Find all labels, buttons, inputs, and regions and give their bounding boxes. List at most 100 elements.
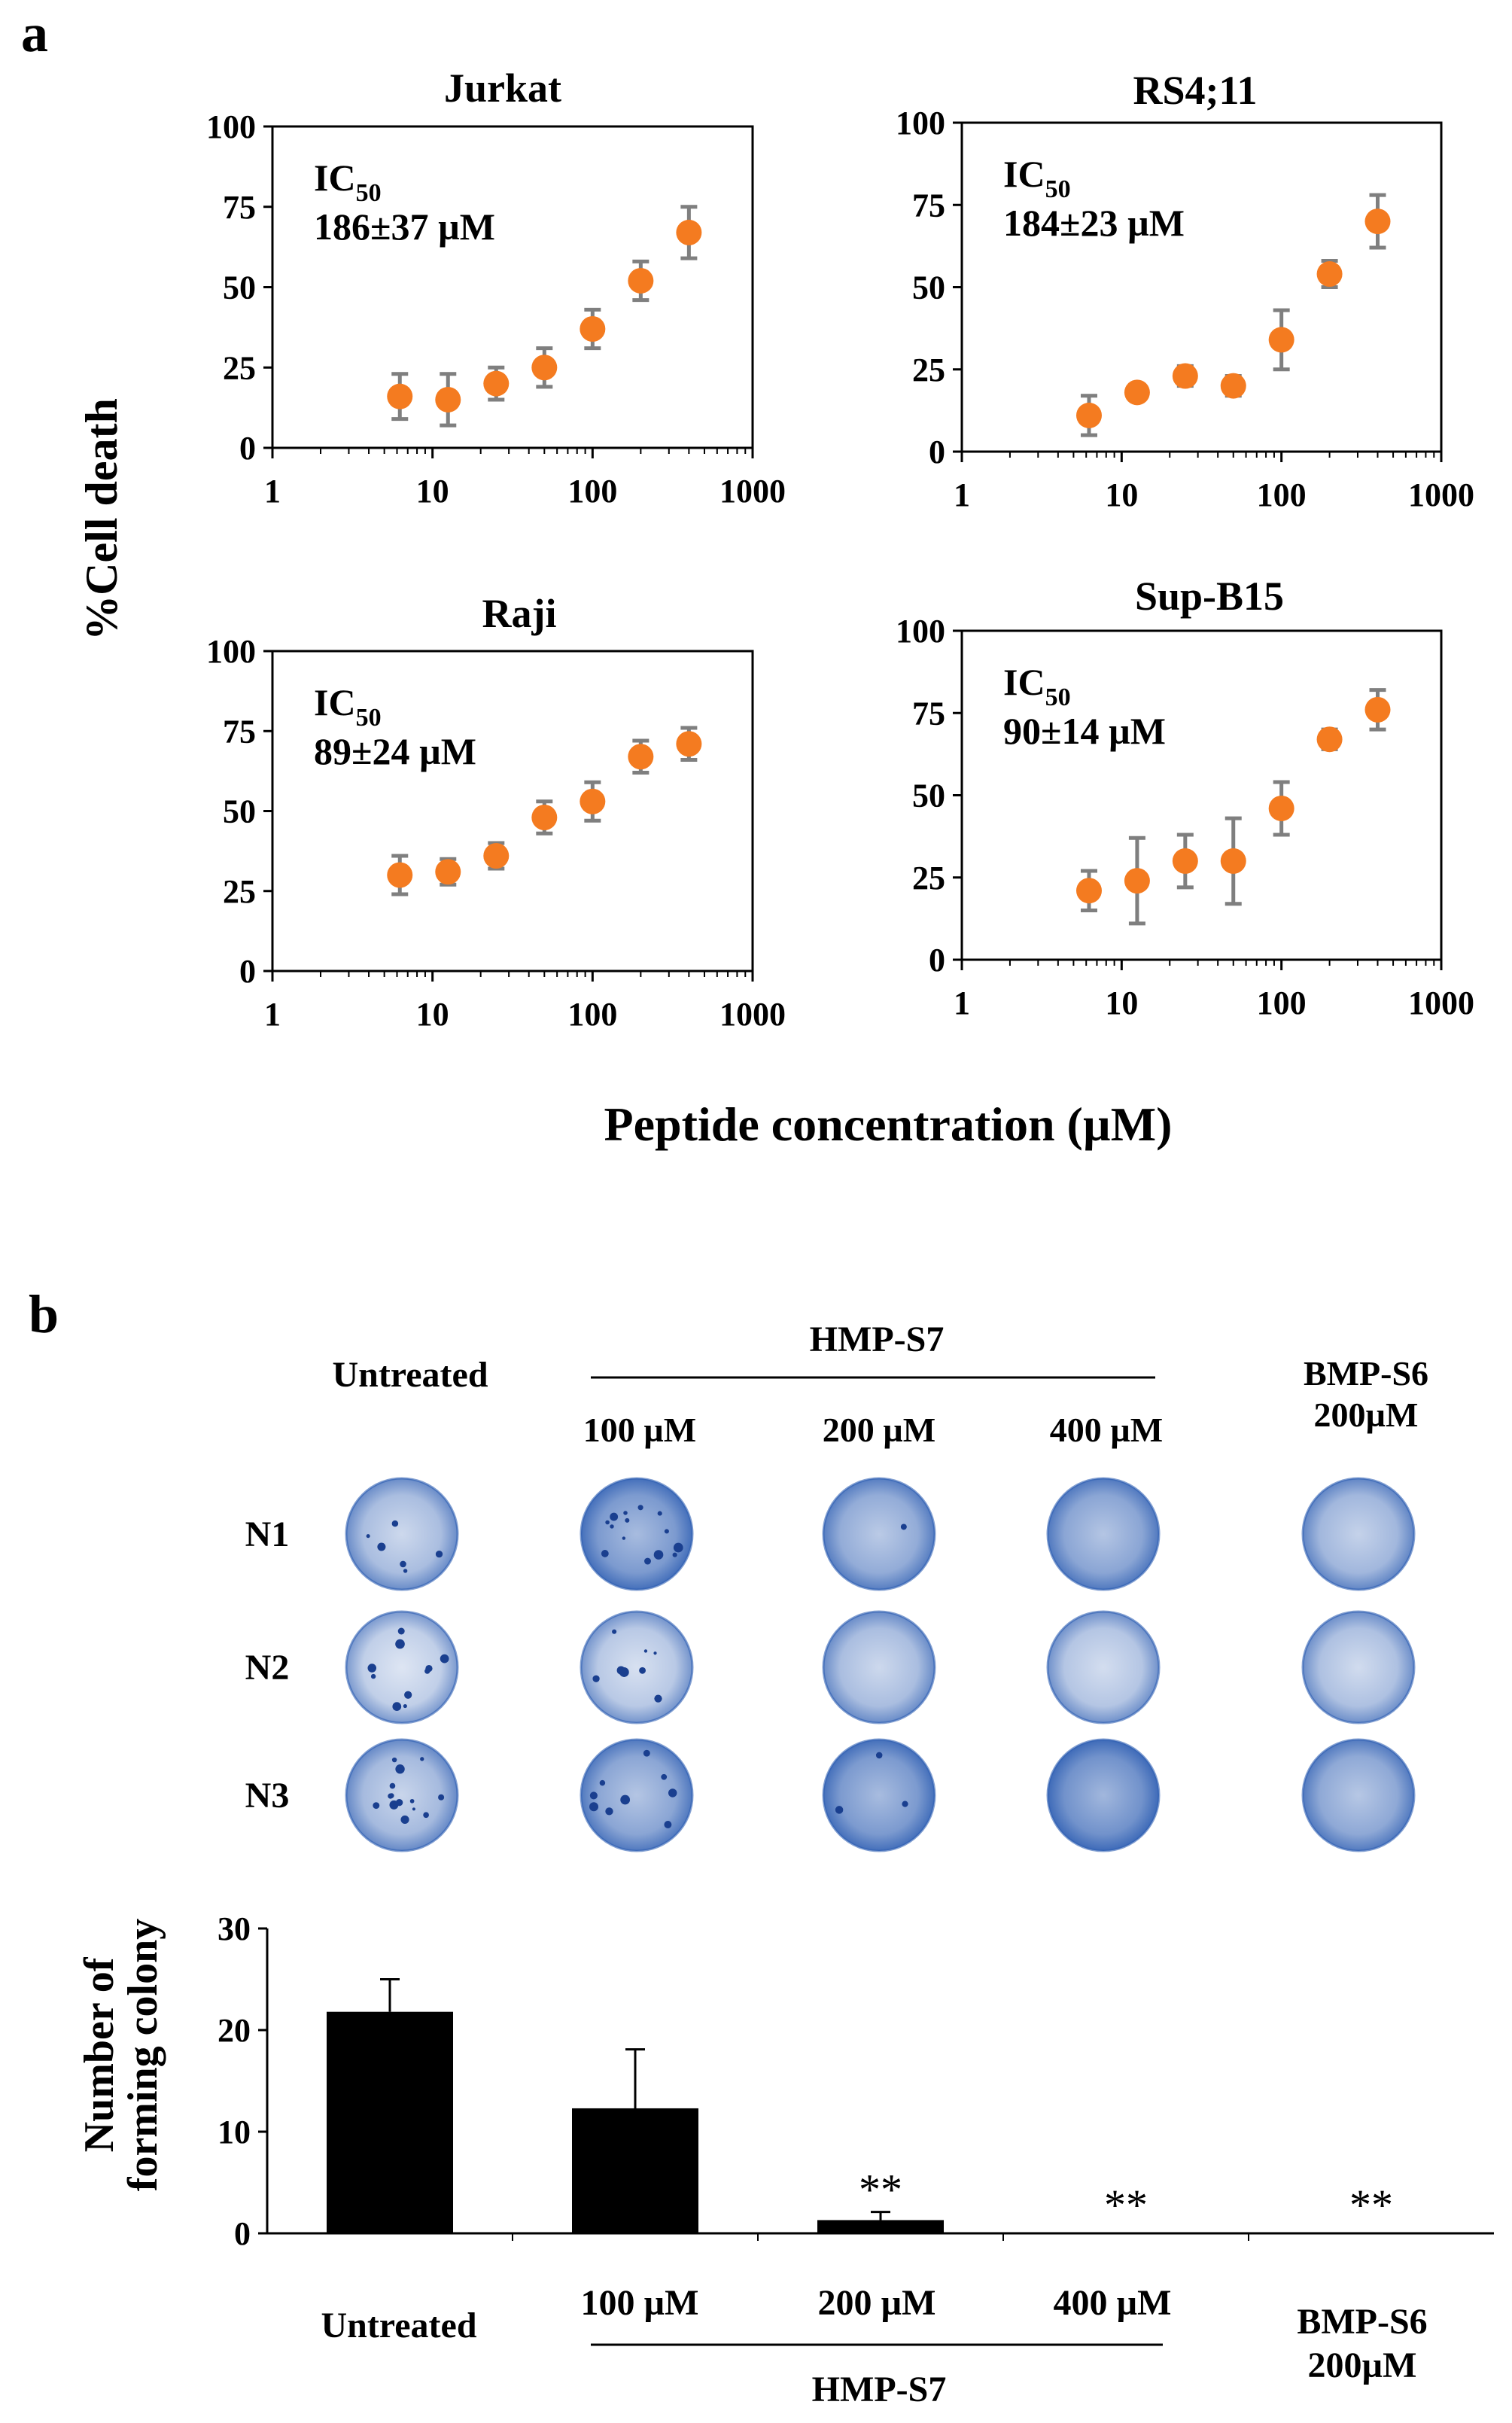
y-tick-label: 75 [223, 713, 256, 750]
y-tick-label: 100 [896, 105, 945, 142]
data-point [531, 805, 558, 830]
colony-dot [639, 1667, 646, 1674]
bar-y-tick-label: 0 [234, 2215, 251, 2252]
data-point [1220, 373, 1246, 399]
ic50-subscript: 50 [1045, 683, 1071, 711]
x-tick-label: 1 [264, 996, 281, 1033]
plate-headers: Untreated HMP-S7 100 µM 200 µM 400 µM BM… [332, 1320, 1428, 1449]
data-point [1172, 363, 1198, 389]
colony-dot [392, 1702, 402, 1711]
ic50-value: 184±23 µM [1003, 202, 1185, 244]
colony-dot [664, 1529, 669, 1534]
colony-bar-chart: Number of forming colony Untreated 100 µ… [76, 1910, 1494, 2409]
colony-dot [370, 1673, 376, 1679]
bar-group-label-hmp-s7: HMP-S7 [812, 2370, 947, 2409]
bar-y-tick-label: 30 [218, 1910, 251, 1947]
significance-marker: ** [1104, 2181, 1148, 2230]
y-tick-label: 100 [206, 633, 256, 670]
ic50-label: IC50 [1003, 661, 1071, 711]
x-tick-label: 10 [1105, 476, 1138, 513]
ic50-value: 89±24 µM [314, 730, 476, 772]
colony-plates-grid: N1 N2 N3 [245, 1477, 1416, 1852]
data-point [483, 843, 510, 869]
colony-dot [391, 1520, 399, 1527]
colony-dot [601, 1550, 609, 1557]
plate-header-untreated: Untreated [332, 1355, 488, 1395]
colony-dot [412, 1807, 415, 1811]
bar [327, 2011, 453, 2233]
colony-dot [438, 1794, 445, 1801]
plate-header-100: 100 µM [583, 1411, 696, 1449]
y-tick-label: 100 [206, 108, 256, 145]
data-point [483, 370, 510, 397]
colony-dot [610, 1512, 619, 1521]
plate-header-400: 400 µM [1050, 1411, 1163, 1449]
colony-dot [395, 1764, 405, 1774]
y-tick-label: 50 [912, 778, 945, 814]
colony-dot [612, 1629, 617, 1634]
colony-dot [395, 1799, 403, 1807]
colony-dot [622, 1536, 626, 1540]
colony-dot [902, 1801, 908, 1807]
plate-header-200: 200 µM [823, 1411, 935, 1449]
colony-dot [435, 1550, 443, 1558]
data-point [580, 316, 606, 342]
colony-dot [440, 1654, 449, 1664]
x-tick-label: 100 [1257, 476, 1307, 513]
x-tick-label: 1000 [719, 473, 786, 510]
colony-dot [400, 1815, 409, 1824]
x-tick-label: 10 [416, 473, 449, 510]
colony-dot [875, 1752, 883, 1759]
x-tick-label: 10 [416, 996, 449, 1033]
data-point [580, 788, 606, 814]
colony-dot [644, 1557, 651, 1565]
bar-y-axis-label-line1: Number of [76, 1956, 123, 2152]
colony-plate [580, 1610, 694, 1724]
colony-plate [1046, 1477, 1161, 1591]
colony-dot [373, 1802, 380, 1810]
data-point [531, 355, 558, 381]
colony-dot [653, 1550, 664, 1560]
colony-dot [605, 1807, 613, 1816]
plot-title: Jurkat [444, 65, 561, 111]
colony-dot [395, 1639, 405, 1649]
colony-dot [409, 1798, 415, 1804]
data-point [1364, 209, 1391, 235]
colony-dot [400, 1560, 406, 1568]
y-tick-label: 25 [912, 860, 945, 896]
colony-plate [1046, 1738, 1161, 1852]
ic50-label: IC50 [314, 681, 382, 732]
ic50-value: 90±14 µM [1003, 710, 1166, 752]
ic50-value: 186±37 µM [314, 205, 495, 248]
data-point [1316, 261, 1343, 288]
colony-plate [1301, 1738, 1416, 1852]
shared-y-axis-label: %Cell death [77, 398, 126, 641]
colony-dot [605, 1520, 610, 1525]
x-tick-label: 1000 [1408, 476, 1474, 513]
colony-dot [616, 1666, 625, 1675]
colony-plate [580, 1477, 694, 1591]
colony-dot [403, 1703, 407, 1709]
colony-plate [345, 1738, 459, 1852]
bar-y-tick-label: 20 [218, 2012, 251, 2049]
plate-row-label: N1 [245, 1514, 290, 1554]
data-point [1268, 327, 1294, 353]
colony-dot [377, 1542, 386, 1551]
x-tick-label: 1000 [719, 996, 786, 1033]
y-tick-label: 25 [223, 349, 256, 386]
data-point [1075, 402, 1102, 428]
panel-a-label: a [21, 3, 48, 63]
ic50-subscript: 50 [356, 179, 382, 207]
colony-dot [420, 1757, 424, 1761]
x-tick-label: 1000 [1408, 985, 1474, 1021]
bar [572, 2108, 698, 2233]
colony-dot [623, 1511, 628, 1515]
colony-dot [404, 1691, 412, 1699]
x-tick-label: 100 [1257, 985, 1307, 1021]
y-tick-label: 50 [223, 269, 256, 306]
colony-plate [1301, 1477, 1416, 1591]
bar-y-axis-label-line2: forming colony [120, 1919, 166, 2191]
